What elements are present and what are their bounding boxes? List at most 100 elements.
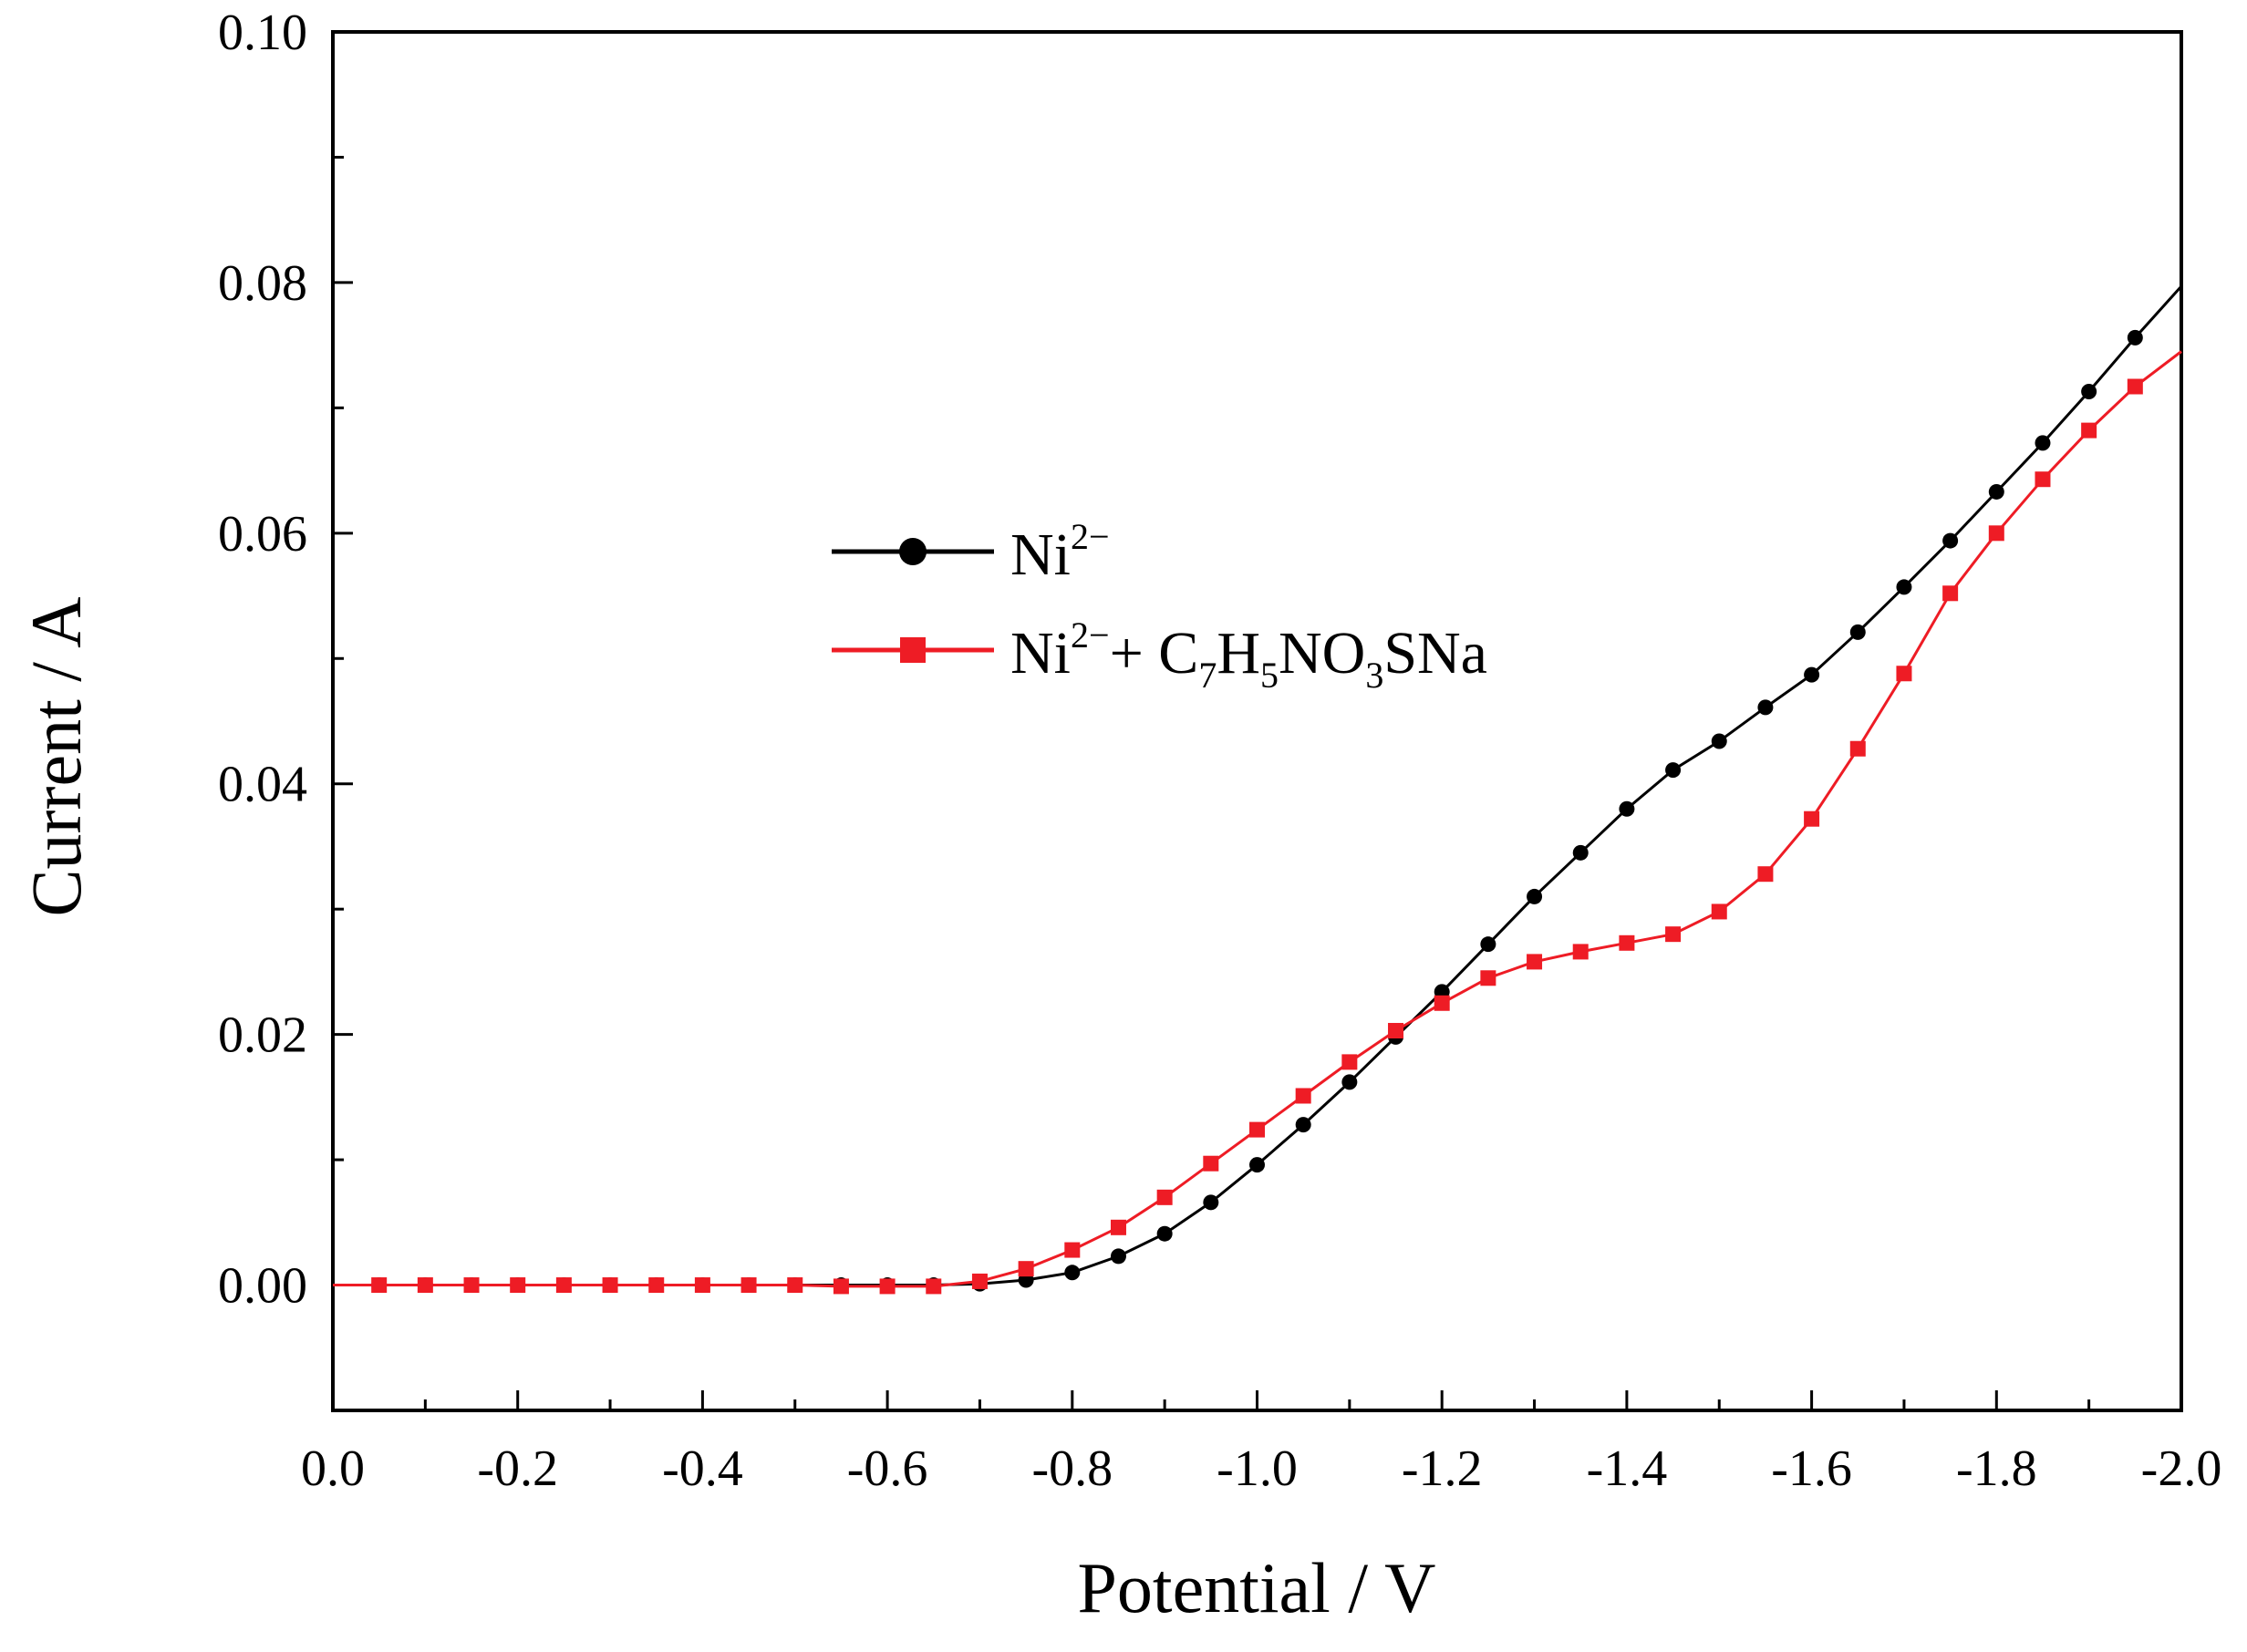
data-point bbox=[2081, 422, 2097, 439]
legend-add-h-sub: 5 bbox=[1260, 655, 1279, 696]
legend-add-o-sub: 3 bbox=[1365, 655, 1383, 696]
x-tick-label: -1.2 bbox=[1402, 1440, 1483, 1497]
x-tick-label: -1.0 bbox=[1217, 1440, 1298, 1497]
y-tick-label: 0.00 bbox=[218, 1258, 307, 1315]
y-tick-label: 0.02 bbox=[218, 1007, 307, 1064]
series-line bbox=[333, 350, 2182, 1288]
data-point bbox=[1527, 954, 1543, 970]
y-axis-title: Current / A bbox=[16, 597, 96, 917]
data-point bbox=[1110, 1248, 1126, 1265]
data-point bbox=[1896, 666, 1912, 682]
data-point bbox=[1018, 1261, 1034, 1277]
legend-add-base: Ni bbox=[1010, 620, 1071, 687]
data-point bbox=[1156, 1225, 1173, 1242]
x-tick-label: -0.8 bbox=[1031, 1440, 1113, 1497]
data-point bbox=[833, 1278, 849, 1295]
data-point bbox=[1757, 866, 1774, 883]
legend-add-rest: SNa bbox=[1383, 620, 1487, 687]
data-point bbox=[1804, 811, 1820, 827]
legend-item-ni-additive: Ni2−+ C7H5NO3SNa bbox=[832, 614, 1487, 696]
data-point bbox=[1988, 483, 2004, 500]
data-point bbox=[648, 1277, 665, 1294]
data-point bbox=[1665, 762, 1682, 779]
data-point bbox=[1203, 1155, 1219, 1172]
series-ni-additive bbox=[333, 350, 2182, 1295]
data-point bbox=[555, 1277, 572, 1294]
data-point bbox=[1849, 624, 1866, 640]
data-point bbox=[2081, 383, 2097, 399]
x-tick-label: -2.0 bbox=[2141, 1440, 2222, 1497]
data-point bbox=[1619, 934, 1635, 951]
data-point bbox=[1988, 525, 2004, 542]
x-tick-labels: 0.0 -0.2 -0.4 -0.6 -0.8 -1.0 -1.2 -1.4 -1.6 -1.8 -… bbox=[301, 1440, 2221, 1497]
y-tick-label: 0.10 bbox=[218, 5, 307, 61]
data-point bbox=[463, 1277, 480, 1294]
series-ni bbox=[333, 284, 2183, 1294]
legend: Ni2− Ni2−+ C7H5NO3SNa bbox=[832, 516, 1487, 696]
data-point bbox=[1711, 733, 1727, 749]
data-point bbox=[926, 1278, 942, 1295]
data-point bbox=[1527, 888, 1543, 904]
x-tick-label: -0.4 bbox=[662, 1440, 743, 1497]
legend-marker-ni bbox=[899, 538, 927, 565]
data-point bbox=[787, 1277, 803, 1294]
x-tick-label: -0.6 bbox=[847, 1440, 928, 1497]
x-tick-label: -1.6 bbox=[1771, 1440, 1852, 1497]
data-point bbox=[417, 1277, 433, 1294]
data-point bbox=[602, 1277, 618, 1294]
legend-add-plus: + C bbox=[1110, 620, 1199, 687]
data-point bbox=[510, 1277, 526, 1294]
data-point bbox=[1434, 995, 1450, 1011]
data-point bbox=[1341, 1074, 1358, 1090]
legend-marker-ni-additive bbox=[900, 637, 926, 663]
data-point bbox=[1341, 1054, 1358, 1070]
legend-add-sup: 2− bbox=[1071, 614, 1110, 656]
data-point bbox=[1295, 1088, 1311, 1104]
y-tick-labels: 0.00 0.02 0.04 0.06 0.08 0.10 bbox=[218, 5, 307, 1315]
legend-ni-sup: 2− bbox=[1071, 516, 1110, 557]
data-point bbox=[1665, 926, 1682, 943]
legend-label-ni: Ni2− bbox=[1010, 516, 1110, 588]
x-tick-label: -1.8 bbox=[1956, 1440, 2037, 1497]
legend-add-c-sub: 7 bbox=[1198, 655, 1217, 696]
legend-label-ni-additive: Ni2−+ C7H5NO3SNa bbox=[1010, 614, 1487, 696]
x-axis-title: Potential / V bbox=[1078, 1548, 1436, 1627]
y-tick-label: 0.08 bbox=[218, 255, 307, 312]
data-point bbox=[1295, 1117, 1311, 1133]
data-point bbox=[1249, 1157, 1265, 1173]
data-point bbox=[1711, 903, 1727, 920]
x-tick-label: -1.4 bbox=[1587, 1440, 1668, 1497]
x-tick-label: 0.0 bbox=[301, 1440, 365, 1497]
y-axis-ticks bbox=[333, 30, 353, 1412]
data-point bbox=[740, 1277, 757, 1294]
data-point bbox=[1249, 1121, 1265, 1138]
y-tick-label: 0.04 bbox=[218, 757, 307, 813]
data-point bbox=[1064, 1242, 1081, 1258]
legend-ni-base: Ni bbox=[1010, 521, 1071, 588]
x-tick-label: -0.2 bbox=[477, 1440, 558, 1497]
plot-area bbox=[331, 30, 2183, 1412]
data-point bbox=[371, 1277, 388, 1294]
data-point bbox=[1619, 800, 1635, 817]
data-point bbox=[1156, 1189, 1173, 1205]
legend-add-h: H bbox=[1217, 620, 1260, 687]
data-point bbox=[1572, 944, 1589, 960]
legend-item-ni: Ni2− bbox=[832, 516, 1110, 588]
data-point bbox=[2127, 329, 2143, 346]
series-layer bbox=[333, 284, 2183, 1295]
data-point bbox=[1388, 1023, 1404, 1039]
data-point bbox=[694, 1277, 710, 1294]
data-point bbox=[1572, 844, 1589, 861]
data-point bbox=[1942, 532, 1959, 549]
data-point bbox=[1896, 579, 1912, 595]
data-point bbox=[1203, 1194, 1219, 1211]
plot-frame bbox=[331, 30, 2183, 1412]
data-point bbox=[1757, 699, 1774, 716]
data-point bbox=[1480, 936, 1496, 953]
data-point bbox=[1942, 585, 1959, 602]
x-axis-ticks bbox=[331, 1390, 2183, 1410]
y-tick-label: 0.06 bbox=[218, 506, 307, 563]
data-point bbox=[1804, 666, 1820, 683]
data-point bbox=[1480, 970, 1496, 986]
